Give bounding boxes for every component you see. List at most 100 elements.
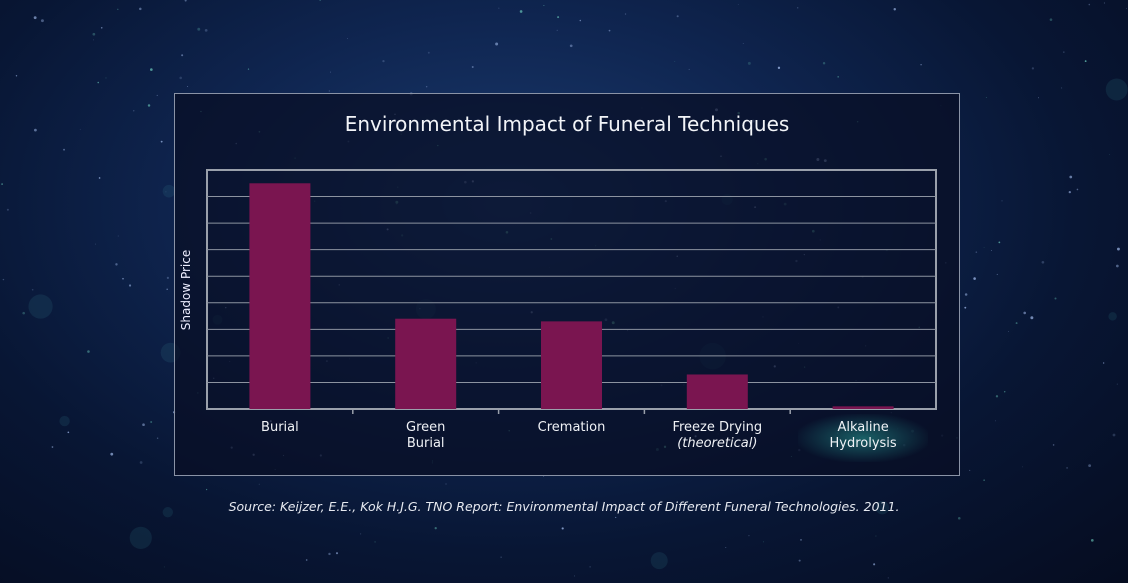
- star: [122, 277, 124, 280]
- star: [957, 516, 961, 520]
- star: [142, 423, 145, 427]
- star: [688, 68, 690, 71]
- star: [184, 0, 187, 2]
- star: [147, 104, 151, 107]
- star: [1116, 383, 1118, 385]
- bar-alkaline-hydrolysis: [832, 406, 894, 409]
- star: [1031, 67, 1035, 70]
- star: [179, 76, 182, 80]
- category-label: Freeze Drying: [672, 420, 763, 435]
- star: [1, 183, 3, 185]
- star: [1030, 316, 1034, 320]
- star: [579, 19, 582, 22]
- bokeh-dot: [162, 507, 173, 518]
- bokeh-dot: [162, 184, 176, 198]
- star: [822, 62, 826, 65]
- star: [31, 288, 34, 291]
- star: [156, 94, 158, 96]
- star: [624, 13, 627, 15]
- star: [875, 535, 877, 537]
- star: [34, 128, 37, 132]
- star: [319, 0, 321, 1]
- star: [969, 469, 971, 471]
- category-label: Burial: [261, 420, 299, 435]
- star: [117, 8, 119, 10]
- star: [15, 75, 18, 77]
- star: [79, 128, 81, 130]
- star: [589, 566, 591, 568]
- star: [615, 516, 617, 519]
- star: [110, 452, 114, 456]
- star: [382, 59, 385, 63]
- star: [181, 54, 184, 57]
- star: [434, 527, 437, 530]
- star: [975, 251, 978, 253]
- star: [1041, 260, 1045, 264]
- source-citation: Source: Keijzer, E.E., Kok H.J.G. TNO Re…: [228, 499, 900, 514]
- star: [798, 559, 801, 562]
- bar-cremation: [541, 321, 602, 409]
- star: [1076, 188, 1079, 191]
- star: [6, 208, 9, 211]
- bokeh-dot: [1105, 78, 1128, 101]
- star: [150, 68, 153, 71]
- star: [100, 26, 103, 29]
- star: [748, 535, 750, 537]
- star: [1084, 60, 1087, 63]
- category-sublabel: (theoretical): [677, 436, 758, 451]
- bokeh-dot: [129, 526, 152, 549]
- star: [328, 552, 331, 556]
- star: [1116, 264, 1119, 268]
- star: [33, 16, 37, 20]
- star: [67, 431, 70, 434]
- star: [1003, 391, 1006, 393]
- star: [105, 77, 107, 79]
- star: [742, 43, 744, 44]
- star: [360, 533, 362, 535]
- star: [335, 552, 339, 555]
- star: [1060, 87, 1063, 89]
- star: [330, 71, 331, 73]
- star: [983, 479, 985, 481]
- star: [998, 241, 1001, 244]
- star: [187, 86, 189, 88]
- star: [495, 42, 499, 46]
- star: [1015, 322, 1018, 324]
- star: [500, 556, 502, 558]
- star: [973, 277, 976, 280]
- star: [305, 559, 308, 561]
- star: [1066, 467, 1068, 469]
- star: [574, 575, 575, 577]
- star: [117, 235, 119, 237]
- star: [51, 446, 54, 448]
- star: [1008, 330, 1009, 332]
- bokeh-dot: [875, 500, 889, 515]
- category-label: Alkaline Hydrolysis: [829, 420, 897, 451]
- star: [139, 461, 143, 464]
- star: [163, 566, 165, 568]
- star: [98, 177, 101, 179]
- star: [519, 10, 523, 13]
- star: [556, 29, 558, 31]
- star: [1023, 311, 1027, 315]
- star: [247, 68, 250, 70]
- star: [1109, 153, 1110, 155]
- x-tick-label: Burial: [215, 420, 345, 436]
- star: [557, 16, 560, 19]
- star: [747, 61, 751, 65]
- star: [1049, 18, 1053, 21]
- star: [1117, 247, 1120, 251]
- star: [87, 350, 90, 353]
- star: [964, 293, 968, 296]
- star: [197, 27, 201, 31]
- star: [92, 39, 95, 41]
- star: [1001, 200, 1003, 202]
- bokeh-dot: [59, 415, 70, 427]
- bokeh-dot: [28, 294, 53, 319]
- category-label: Green Burial: [406, 420, 446, 451]
- star: [160, 140, 163, 143]
- star: [471, 66, 474, 69]
- star: [561, 527, 564, 530]
- star: [985, 97, 987, 98]
- star: [1088, 464, 1092, 468]
